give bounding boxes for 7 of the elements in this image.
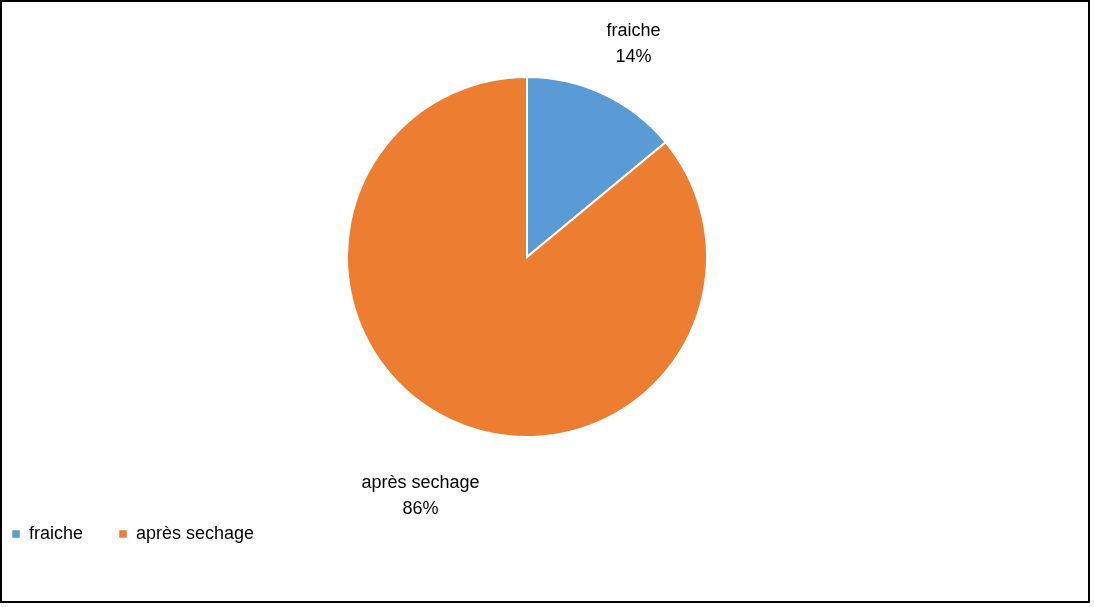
slice-label: fraiche bbox=[606, 19, 661, 40]
slice-label: après sechage bbox=[361, 472, 480, 493]
data-label: 86% bbox=[402, 498, 439, 519]
legend-label: après sechage bbox=[136, 523, 255, 543]
pie-slice bbox=[346, 76, 708, 438]
data-label: 14% bbox=[615, 45, 652, 66]
legend-label: fraiche bbox=[29, 523, 84, 543]
